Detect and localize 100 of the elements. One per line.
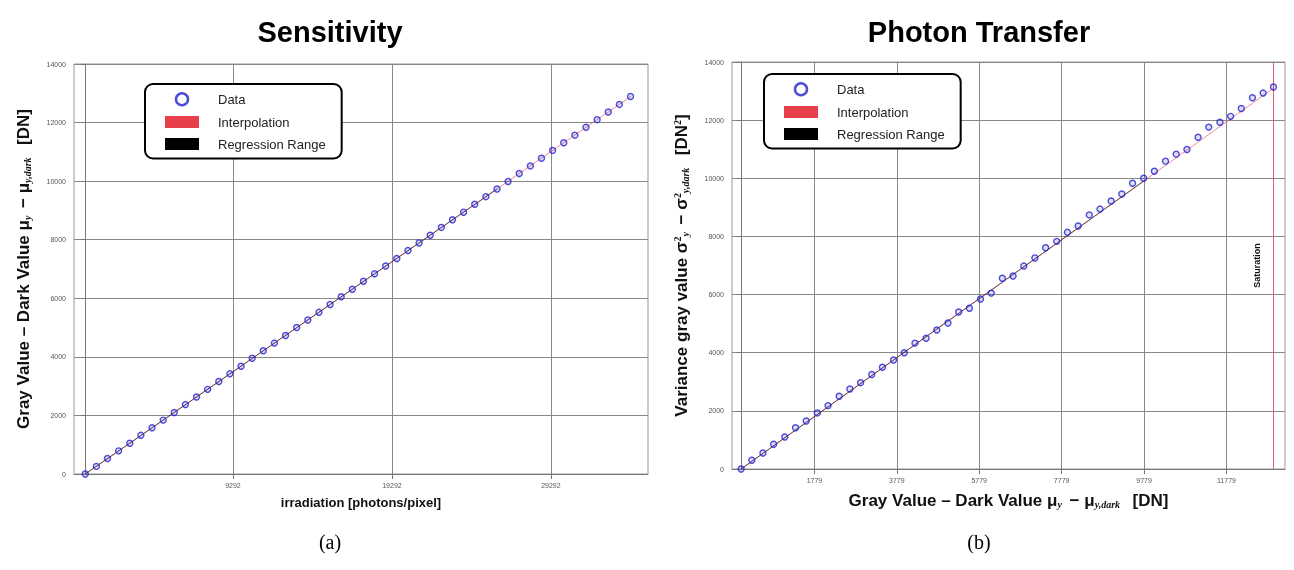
- point: [404, 246, 412, 255]
- chart-title: Photon Transfer: [867, 15, 1091, 48]
- legend-label: Interpolation: [218, 114, 290, 130]
- point: [504, 177, 512, 186]
- ref-line-label: Saturation: [1251, 243, 1262, 288]
- point: [548, 146, 557, 155]
- point: [281, 331, 290, 340]
- point: [515, 169, 523, 178]
- x-axis-title: irradiation [photons/pixel]: [280, 495, 442, 510]
- point: [81, 470, 89, 478]
- point: [813, 409, 822, 417]
- point: [137, 431, 145, 440]
- point: [159, 416, 167, 424]
- point: [1216, 118, 1224, 126]
- point: [471, 200, 479, 208]
- point: [1128, 179, 1137, 187]
- point: [781, 433, 789, 441]
- point: [835, 392, 843, 401]
- point: [270, 339, 279, 347]
- text: (a): [318, 531, 342, 554]
- point: [1096, 205, 1104, 213]
- point: [103, 454, 112, 463]
- point: [571, 131, 579, 139]
- point: [537, 154, 546, 162]
- point: [192, 393, 201, 401]
- point: [1031, 254, 1039, 262]
- point: [259, 347, 267, 355]
- point: [1020, 262, 1028, 270]
- point: [1107, 197, 1115, 205]
- point: [1205, 123, 1213, 131]
- chart-title: Sensitivity: [257, 15, 403, 48]
- point: [1248, 94, 1257, 102]
- point: [1150, 167, 1159, 176]
- point: [1226, 112, 1235, 121]
- point: [526, 162, 535, 170]
- point: [769, 440, 778, 448]
- point: [759, 449, 767, 457]
- point: [1041, 244, 1050, 252]
- point: [615, 100, 624, 109]
- text: Gray Value – Dark Value μy − μy,dark [DN]: [848, 490, 1169, 510]
- point: [393, 254, 401, 263]
- point: [1269, 83, 1278, 91]
- legend-label: Interpolation: [837, 104, 909, 120]
- legend-label: Data: [837, 81, 866, 97]
- point: [626, 92, 635, 101]
- point: [437, 223, 446, 232]
- point: [170, 408, 178, 417]
- point: [92, 462, 101, 471]
- point: [304, 316, 312, 324]
- point: [237, 362, 245, 370]
- point: [426, 231, 434, 240]
- point: [1259, 89, 1267, 97]
- point: [604, 108, 612, 116]
- point: [560, 139, 568, 147]
- point: [922, 334, 930, 342]
- point: [359, 277, 368, 285]
- point: [748, 456, 756, 464]
- point: [181, 400, 190, 409]
- point: [1237, 104, 1246, 113]
- point: [1009, 272, 1017, 280]
- point: [954, 308, 963, 316]
- point: [1161, 157, 1170, 165]
- point: [911, 339, 919, 347]
- point: [998, 274, 1007, 282]
- text: (b): [967, 531, 991, 554]
- point: [337, 293, 345, 301]
- legend-label: Regression Range: [218, 136, 326, 152]
- point: [226, 370, 234, 378]
- point: [1172, 150, 1180, 158]
- point: [459, 208, 468, 216]
- point: [802, 417, 810, 425]
- point: [900, 349, 908, 357]
- point: [878, 363, 887, 371]
- point: [856, 378, 865, 387]
- point: [965, 304, 974, 312]
- point: [315, 308, 323, 317]
- point: [737, 465, 745, 473]
- point: [203, 385, 212, 394]
- point: [126, 439, 134, 447]
- point: [593, 115, 601, 124]
- point: [326, 300, 334, 309]
- point: [976, 295, 985, 303]
- legend-label: Regression Range: [837, 126, 945, 142]
- point: [791, 424, 800, 432]
- point: [1063, 228, 1072, 237]
- point: [944, 319, 952, 327]
- point: [370, 269, 379, 278]
- point: [824, 401, 832, 410]
- point: [448, 216, 457, 224]
- point: [868, 370, 876, 379]
- point: [292, 323, 301, 332]
- point: [846, 385, 854, 393]
- point: [582, 123, 590, 131]
- point: [933, 326, 941, 334]
- point: [889, 356, 898, 364]
- point: [1053, 237, 1061, 246]
- point: [1074, 222, 1082, 230]
- point: [248, 354, 256, 363]
- point: [215, 377, 223, 386]
- point: [348, 285, 357, 293]
